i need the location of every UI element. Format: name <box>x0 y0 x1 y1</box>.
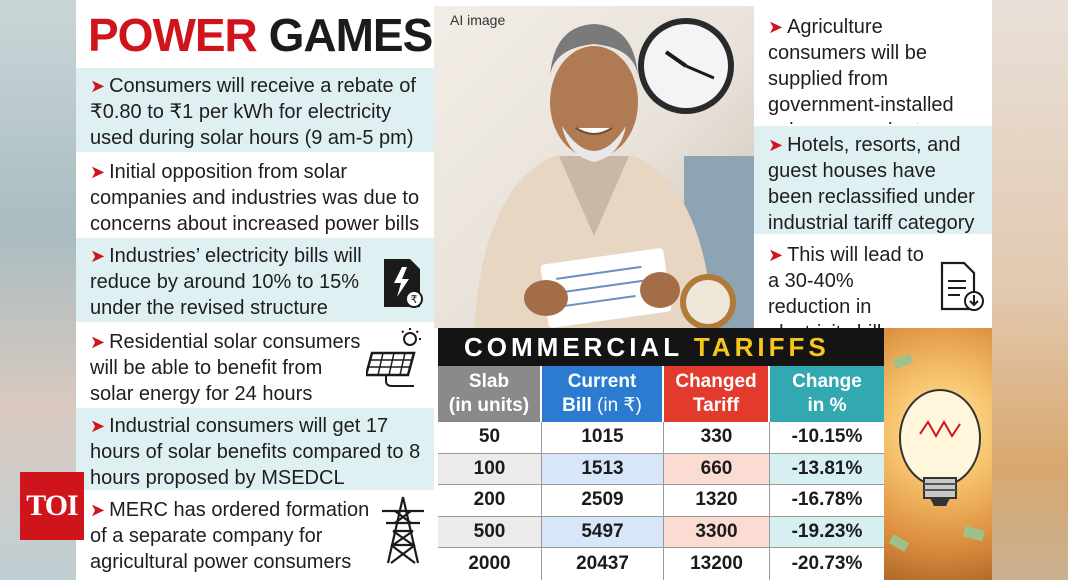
header-change-line2: in % <box>807 395 847 416</box>
left-point-4: ➤ Residential solar consumers will be abl… <box>76 322 434 406</box>
headline-part1: POWER <box>88 9 258 61</box>
photo-label: AI image <box>450 12 506 28</box>
arrow-icon: ➤ <box>90 332 106 352</box>
header-current-line2a: Bill <box>562 395 592 416</box>
table-row: 500 5497 3300 -19.23% <box>438 516 884 549</box>
left-point-3: ➤ Industries’ electricity bills will redu… <box>76 236 434 322</box>
header-change-percent: Change in % <box>770 366 884 422</box>
table-row: 200 2509 1320 -16.78% <box>438 485 884 517</box>
header-slab-line1: Slab <box>468 371 510 392</box>
left-point-2-text: Initial opposition from solar companies … <box>90 161 420 235</box>
cell-change: -10.15% <box>791 426 863 448</box>
light-bulb-illustration <box>884 328 992 580</box>
left-point-6-text: MERC has ordered formation of a separate… <box>90 499 370 573</box>
left-point-4-text: Residential solar consumers will be able… <box>90 331 361 405</box>
svg-text:₹: ₹ <box>411 293 418 306</box>
left-point-2: ➤ Initial opposition from solar companies… <box>76 152 434 236</box>
header-changed-tariff: Changed Tariff <box>664 366 770 422</box>
right-point-2-text: Hotels, resorts, and guest houses have b… <box>768 134 975 234</box>
arrow-icon: ➤ <box>90 76 106 96</box>
commercial-tariffs-table: COMMERCIAL TARIFFS Slab (in units) Curren… <box>438 328 884 580</box>
table-row: 100 1513 660 -13.81% <box>438 453 884 486</box>
left-point-1: ➤ Consumers will receive a rebate of ₹0.8… <box>76 66 434 152</box>
header-changed-line2: Tariff <box>692 395 740 416</box>
left-point-5-text: Industrial consumers will get 17 hours o… <box>90 415 421 489</box>
arrow-icon: ➤ <box>90 246 106 266</box>
right-point-2: ➤ Hotels, resorts, and guest houses have … <box>754 124 992 234</box>
cell-current: 5497 <box>542 516 664 548</box>
cell-slab: 500 <box>438 516 542 548</box>
cell-changed: 3300 <box>664 516 770 548</box>
header-slab: Slab (in units) <box>438 366 542 422</box>
table-title-part1: COMMERCIAL <box>464 332 683 362</box>
left-point-3-text: Industries’ electricity bills will reduc… <box>90 245 362 319</box>
cell-slab: 200 <box>438 485 542 516</box>
header-changed-line1: Changed <box>675 371 757 392</box>
cell-changed: 330 <box>664 422 770 453</box>
cell-changed: 13200 <box>664 548 770 580</box>
arrow-icon: ➤ <box>768 245 784 265</box>
electricity-bill-icon: ₹ <box>380 257 424 316</box>
cell-change: -13.81% <box>770 453 884 485</box>
left-column: POWER GAMES ➤ Consumers will receive a re… <box>76 0 434 580</box>
arrow-icon: ➤ <box>90 416 106 436</box>
toi-logo: TOI <box>20 472 84 540</box>
cell-slab: 2000 <box>438 548 542 580</box>
right-point-3-text: This will lead to a 30-40% reduction in … <box>768 244 924 328</box>
cell-current: 2509 <box>542 485 664 516</box>
power-tower-icon <box>378 495 428 572</box>
table-row: 50 1015 330 -10.15% <box>438 422 884 454</box>
background-right <box>992 0 1068 580</box>
header-current-line2b: (in ₹) <box>597 395 642 416</box>
table-row: 2000 20437 13200 -20.73% <box>438 548 884 580</box>
table-title-part2: TARIFFS <box>693 332 830 362</box>
header-current-line1: Current <box>567 371 637 392</box>
cell-change: -20.73% <box>791 553 863 575</box>
cell-change: -16.78% <box>791 489 863 511</box>
light-bulb-icon <box>899 389 981 506</box>
photo-man-reading-bill: AI image <box>434 6 754 328</box>
arrow-icon: ➤ <box>90 162 106 182</box>
infographic-card: POWER GAMES ➤ Consumers will receive a re… <box>76 0 992 580</box>
cell-current: 20437 <box>542 548 664 580</box>
left-point-5: ➤ Industrial consumers will get 17 hours … <box>76 406 434 490</box>
right-point-1: ➤ Agriculture consumers will be supplied … <box>754 6 992 124</box>
arrow-icon: ➤ <box>768 135 784 155</box>
document-download-icon <box>938 261 984 320</box>
header-current-bill: Current Bill (in ₹) <box>542 366 664 422</box>
left-point-6: ➤ MERC has ordered formation of a separat… <box>76 490 434 580</box>
header-change-line1: Change <box>792 371 862 392</box>
table-title: COMMERCIAL TARIFFS <box>438 328 884 366</box>
headline: POWER GAMES <box>76 4 434 66</box>
cell-changed: 660 <box>664 453 770 485</box>
left-point-1-text: Consumers will receive a rebate of ₹0.80… <box>90 75 416 149</box>
arrow-icon: ➤ <box>768 17 784 37</box>
table-header: Slab (in units) Current Bill (in ₹) Change… <box>438 366 884 422</box>
solar-panel-icon <box>364 327 424 396</box>
cell-current: 1513 <box>542 453 664 485</box>
arrow-icon: ➤ <box>90 500 106 520</box>
header-slab-line2: (in units) <box>448 395 530 416</box>
cell-changed: 1320 <box>664 485 770 516</box>
headline-part2: GAMES <box>268 9 434 61</box>
cell-slab: 50 <box>438 422 542 453</box>
right-point-3: ➤ This will lead to a 30-40% reduction in… <box>754 234 992 328</box>
cell-current: 1015 <box>542 422 664 453</box>
cell-slab: 100 <box>438 453 542 485</box>
cell-change: -19.23% <box>770 516 884 548</box>
right-point-1-text: Agriculture consumers will be supplied f… <box>768 16 954 124</box>
